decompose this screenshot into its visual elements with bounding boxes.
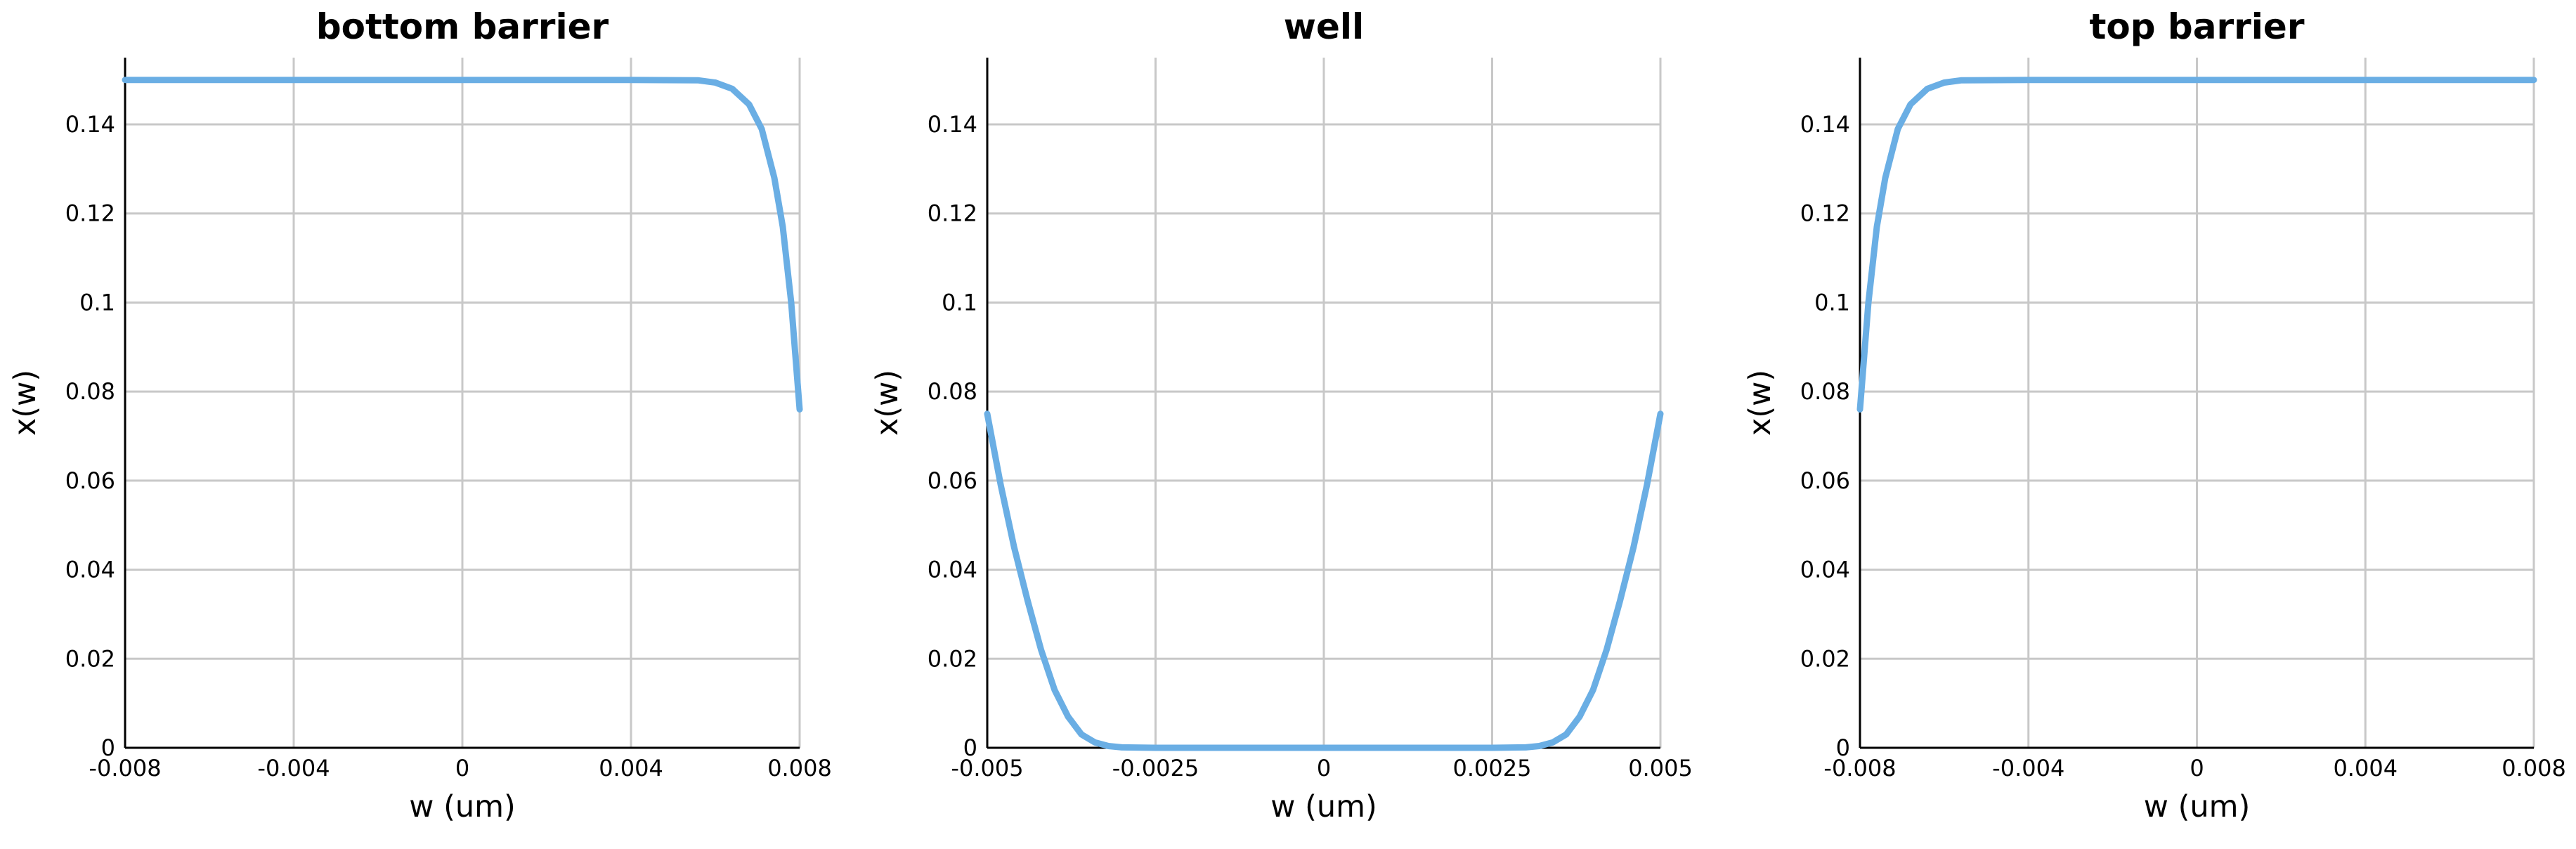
y-tick-label: 0.02 [1800,645,1850,672]
x-tick-label: 0.005 [1628,755,1693,782]
y-axis-label: x(w) [870,370,905,436]
x-tick-label: -0.008 [1823,755,1896,782]
x-tick-label: -0.005 [951,755,1023,782]
x-tick-label: 0.004 [599,755,663,782]
y-tick-label: 0.1 [1814,289,1850,316]
x-axis-label: w (um) [409,789,516,824]
x-tick-label: -0.004 [257,755,330,782]
chart-title: well [1284,6,1364,47]
y-tick-label: 0.04 [1800,557,1850,583]
x-axis-label: w (um) [1270,789,1377,824]
y-tick-label: 0 [963,734,977,761]
x-axis-label: w (um) [2144,789,2251,824]
y-tick-label: 0.12 [928,200,977,227]
y-tick-label: 0 [101,734,115,761]
x-tick-label: 0.008 [767,755,832,782]
y-tick-label: 0.14 [928,111,977,138]
x-tick-label: 0 [1317,755,1331,782]
y-axis-label: x(w) [8,370,43,436]
chart-panel-1: -0.008 -0.004 0 0.004 0.008 0 0.02 0.04 0.06 0.08… [8,6,832,824]
chart-title: bottom barrier [316,6,609,47]
y-tick-label: 0 [1836,734,1850,761]
y-tick-label: 0.06 [65,467,115,494]
x-tick-label: 0.0025 [1453,755,1532,782]
y-tick-label: 0.06 [1800,467,1850,494]
y-tick-label: 0.12 [65,200,115,227]
x-tick-label: 0 [455,755,469,782]
series-line [122,77,803,413]
chart-panel-2: -0.005 -0.0025 0 0.0025 0.005 0 0.02 0.04 0.06 0.… [870,6,1693,824]
x-tick-label: 0.004 [2333,755,2398,782]
chart-title: top barrier [2089,6,2304,47]
y-tick-label: 0.14 [1800,111,1850,138]
y-tick-label: 0.12 [1800,200,1850,227]
y-tick-label: 0.02 [928,645,977,672]
y-tick-label: 0.08 [1800,378,1850,405]
x-tick-label: 0 [2190,755,2204,782]
y-tick-label: 0.04 [65,557,115,583]
y-tick-label: 0.08 [928,378,977,405]
x-tick-label: -0.004 [1992,755,2064,782]
x-tick-label: 0.008 [2502,755,2566,782]
y-tick-label: 0.04 [928,557,977,583]
x-tick-label: -0.008 [89,755,161,782]
y-tick-label: 0.06 [928,467,977,494]
series-line [1856,77,2537,413]
series-line [984,410,1664,751]
y-tick-label: 0.1 [79,289,115,316]
x-tick-label: -0.0025 [1112,755,1199,782]
y-tick-label: 0.1 [942,289,977,316]
chart-panel-3: -0.008 -0.004 0 0.004 0.008 0 0.02 0.04 0.06 0.08… [1743,6,2566,824]
y-axis-label: x(w) [1743,370,1778,436]
y-tick-label: 0.14 [65,111,115,138]
y-tick-label: 0.08 [65,378,115,405]
y-tick-label: 0.02 [65,645,115,672]
